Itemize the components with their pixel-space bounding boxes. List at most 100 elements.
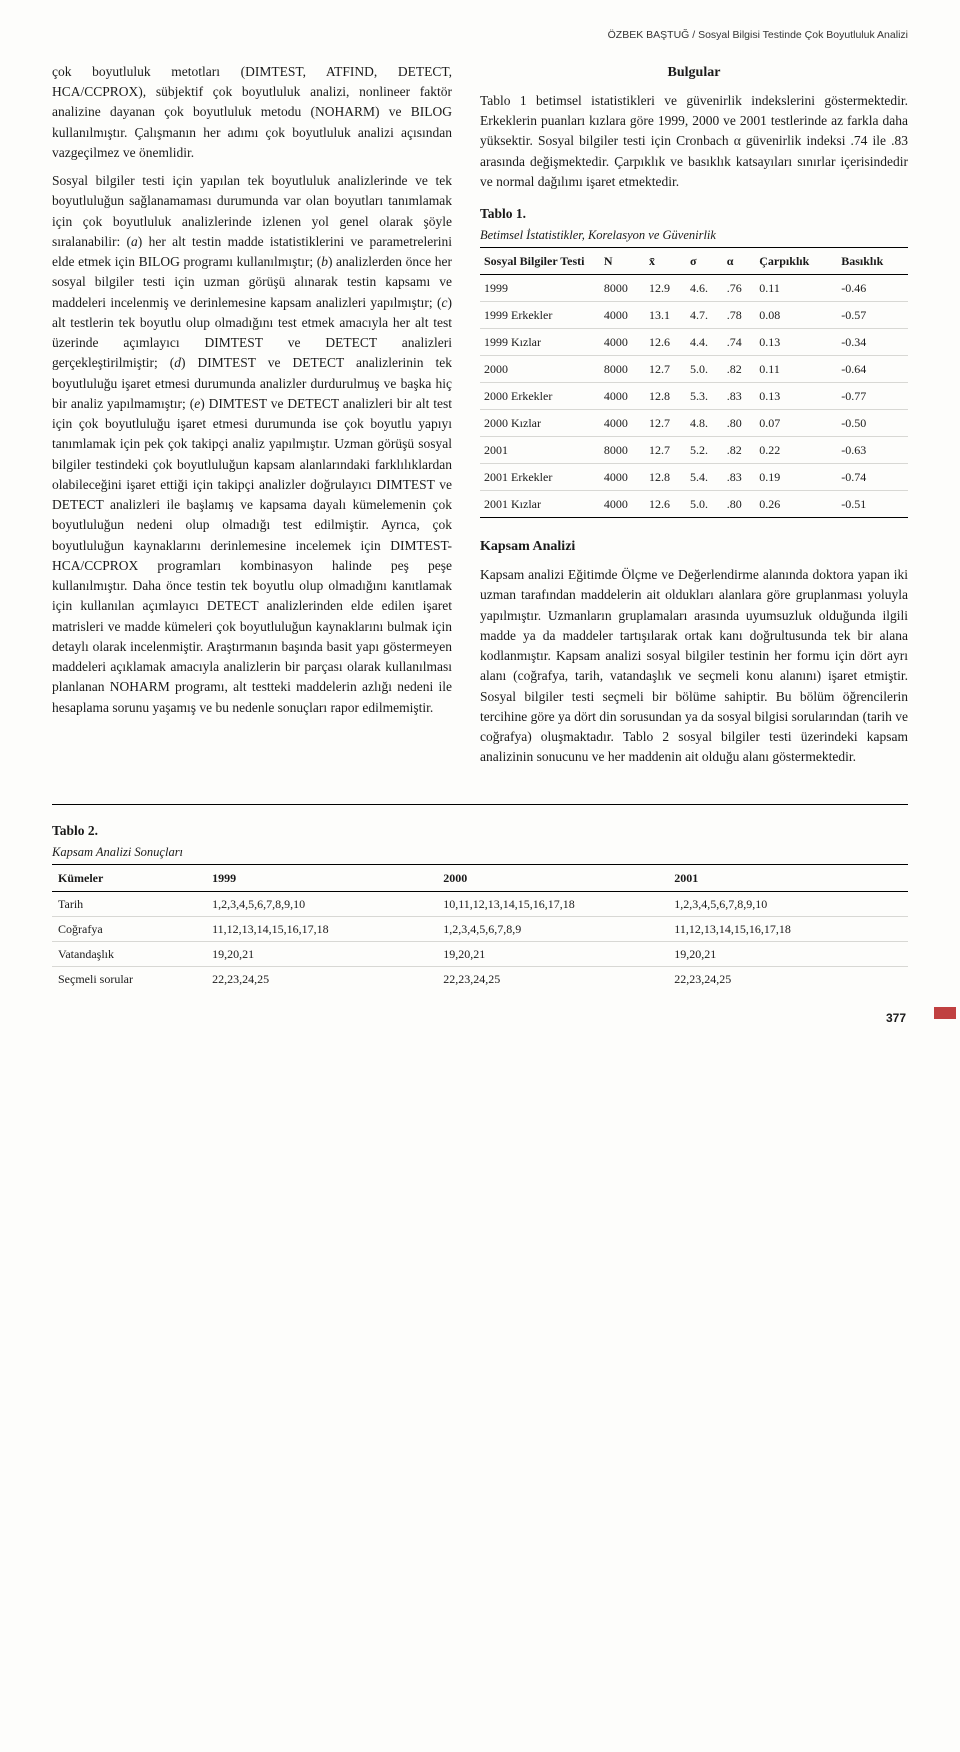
table1-cell: 1999 Erkekler: [480, 302, 600, 329]
table2-row: Coğrafya11,12,13,14,15,16,17,181,2,3,4,5…: [52, 916, 908, 941]
table2-cell: Vatandaşlık: [52, 941, 206, 966]
heading-kapsam: Kapsam Analizi: [480, 536, 908, 557]
table1-cell: 0.11: [755, 356, 837, 383]
table2-cell: 19,20,21: [206, 941, 437, 966]
table1-cell: 8000: [600, 437, 645, 464]
table1-cell: 12.6: [645, 329, 686, 356]
table2-header-row: Kümeler 1999 2000 2001: [52, 865, 908, 892]
table1-cell: -0.74: [837, 464, 908, 491]
table1-cell: 0.26: [755, 491, 837, 518]
table2-cell: Seçmeli sorular: [52, 966, 206, 991]
table1-cell: .74: [723, 329, 756, 356]
table1-cell: 12.8: [645, 464, 686, 491]
table1-row: 1999 Erkekler400013.14.7..780.08-0.57: [480, 302, 908, 329]
table1-cell: 12.7: [645, 410, 686, 437]
table2-cell: 11,12,13,14,15,16,17,18: [668, 916, 908, 941]
table1-h1: N: [600, 248, 645, 275]
table1-cell: -0.64: [837, 356, 908, 383]
table1-cell: 12.7: [645, 356, 686, 383]
table1-header-row: Sosyal Bilgiler Testi N x̄ σ α Çarpıklık…: [480, 248, 908, 275]
table2-cell: Coğrafya: [52, 916, 206, 941]
table1-cell: 0.13: [755, 383, 837, 410]
table1-cell: -0.46: [837, 275, 908, 302]
table1-cell: 12.8: [645, 383, 686, 410]
table1-cell: .78: [723, 302, 756, 329]
table1-cell: 0.07: [755, 410, 837, 437]
table2-row: Seçmeli sorular22,23,24,2522,23,24,2522,…: [52, 966, 908, 991]
table1-cell: 0.19: [755, 464, 837, 491]
table1-row: 2001 Erkekler400012.85.4..830.19-0.74: [480, 464, 908, 491]
right-column: Bulgular Tablo 1 betimsel istatistikleri…: [480, 62, 908, 776]
table1-h2: x̄: [645, 248, 686, 275]
table1-cell: 0.13: [755, 329, 837, 356]
table1-cell: 4000: [600, 329, 645, 356]
table1-cell: 0.11: [755, 275, 837, 302]
table2-row: Tarih1,2,3,4,5,6,7,8,9,1010,11,12,13,14,…: [52, 891, 908, 916]
table2-caption-sub: Kapsam Analizi Sonuçları: [52, 843, 908, 865]
table1-cell: 4.8.: [686, 410, 723, 437]
table1-cell: .76: [723, 275, 756, 302]
left-para-1: çok boyutluluk metotları (DIMTEST, ATFIN…: [52, 62, 452, 163]
txt-italic: b: [321, 254, 328, 269]
table2-cell: 10,11,12,13,14,15,16,17,18: [437, 891, 668, 916]
left-para-2: Sosyal bilgiler testi için yapılan tek b…: [52, 171, 452, 718]
table1-cell: -0.51: [837, 491, 908, 518]
table1-cell: .82: [723, 437, 756, 464]
txt: ) DIMTEST ve DETECT analizleri bir alt t…: [52, 396, 452, 715]
table1-cell: 1999 Kızlar: [480, 329, 600, 356]
running-head: ÖZBEK BAŞTUĞ / Sosyal Bilgisi Testinde Ç…: [52, 28, 908, 44]
table2-cell: 22,23,24,25: [206, 966, 437, 991]
table1-cell: 0.22: [755, 437, 837, 464]
table2-cell: 22,23,24,25: [668, 966, 908, 991]
table1-cell: 4.7.: [686, 302, 723, 329]
table1-cell: 2000 Erkekler: [480, 383, 600, 410]
table1-h5: Çarpıklık: [755, 248, 837, 275]
table1-cell: -0.77: [837, 383, 908, 410]
table1-cell: 2001 Erkekler: [480, 464, 600, 491]
table1-caption-sub: Betimsel İstatistikler, Korelasyon ve Gü…: [480, 226, 908, 248]
table1-row: 2000800012.75.0..820.11-0.64: [480, 356, 908, 383]
table2-h1: 1999: [206, 865, 437, 892]
txt-italic: a: [131, 234, 138, 249]
table1-cell: .82: [723, 356, 756, 383]
table1-caption: Tablo 1.: [480, 204, 908, 224]
table2-caption: Tablo 2.: [52, 821, 908, 841]
table1-cell: 4000: [600, 383, 645, 410]
left-column: çok boyutluluk metotları (DIMTEST, ATFIN…: [52, 62, 452, 776]
table2-cell: 1,2,3,4,5,6,7,8,9,10: [206, 891, 437, 916]
table1-cell: 5.3.: [686, 383, 723, 410]
table2-cell: 1,2,3,4,5,6,7,8,9,10: [668, 891, 908, 916]
table1-row: 2000 Kızlar400012.74.8..800.07-0.50: [480, 410, 908, 437]
table1-h0: Sosyal Bilgiler Testi: [480, 248, 600, 275]
table1-cell: 4000: [600, 491, 645, 518]
table2-row: Vatandaşlık19,20,2119,20,2119,20,21: [52, 941, 908, 966]
table1-cell: 5.0.: [686, 491, 723, 518]
table1-cell: 4000: [600, 410, 645, 437]
table1-cell: 2000 Kızlar: [480, 410, 600, 437]
table2-cell: 22,23,24,25: [437, 966, 668, 991]
heading-bulgular: Bulgular: [480, 62, 908, 83]
table1-cell: 4000: [600, 464, 645, 491]
table1-cell: 2001 Kızlar: [480, 491, 600, 518]
table1-cell: -0.63: [837, 437, 908, 464]
table1-cell: 5.2.: [686, 437, 723, 464]
table2-cell: 19,20,21: [437, 941, 668, 966]
table2-h0: Kümeler: [52, 865, 206, 892]
table2-caption-bold: Tablo 2.: [52, 823, 98, 838]
table1-caption-bold: Tablo 1.: [480, 206, 526, 221]
table2: Kümeler 1999 2000 2001 Tarih1,2,3,4,5,6,…: [52, 865, 908, 991]
table1-row: 2000 Erkekler400012.85.3..830.13-0.77: [480, 383, 908, 410]
table2-cell: Tarih: [52, 891, 206, 916]
two-column-layout: çok boyutluluk metotları (DIMTEST, ATFIN…: [52, 62, 908, 776]
table1-cell: 8000: [600, 275, 645, 302]
kapsam-para: Kapsam analizi Eğitimde Ölçme ve Değerle…: [480, 565, 908, 768]
table1-row: 1999800012.94.6..760.11-0.46: [480, 275, 908, 302]
table1-cell: .83: [723, 383, 756, 410]
table1-cell: 13.1: [645, 302, 686, 329]
table1-cell: 12.6: [645, 491, 686, 518]
table2-wrap: Tablo 2. Kapsam Analizi Sonuçları Kümele…: [52, 804, 908, 991]
table2-cell: 19,20,21: [668, 941, 908, 966]
table1-cell: .83: [723, 464, 756, 491]
table1-cell: 2001: [480, 437, 600, 464]
table1-cell: 5.4.: [686, 464, 723, 491]
